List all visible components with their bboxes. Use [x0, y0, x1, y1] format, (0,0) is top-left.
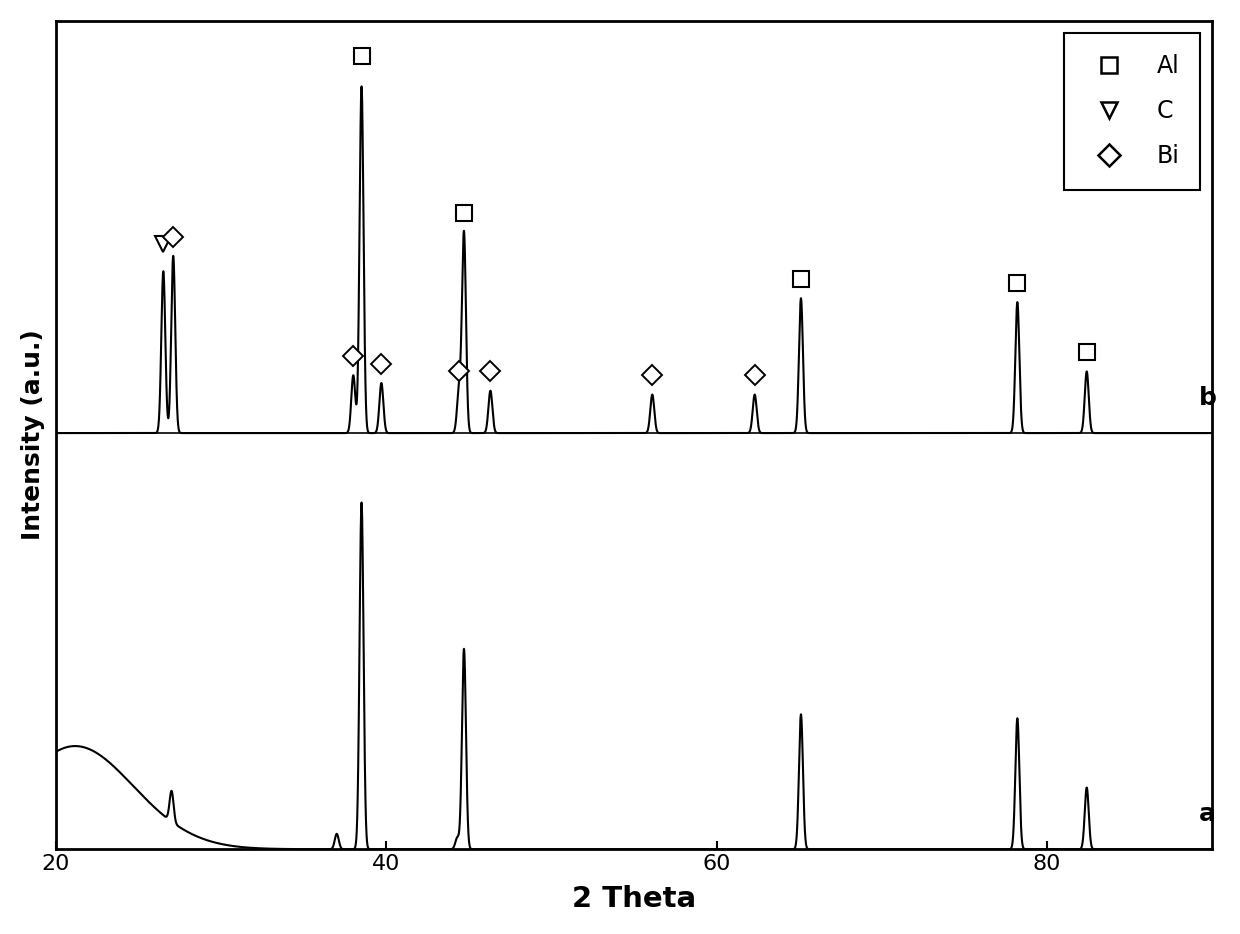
Text: a: a — [1199, 802, 1216, 826]
Y-axis label: Intensity (a.u.): Intensity (a.u.) — [21, 330, 45, 541]
X-axis label: 2 Theta: 2 Theta — [572, 885, 696, 913]
Text: b: b — [1199, 386, 1216, 410]
Legend: Al, C, Bi: Al, C, Bi — [1064, 33, 1200, 190]
